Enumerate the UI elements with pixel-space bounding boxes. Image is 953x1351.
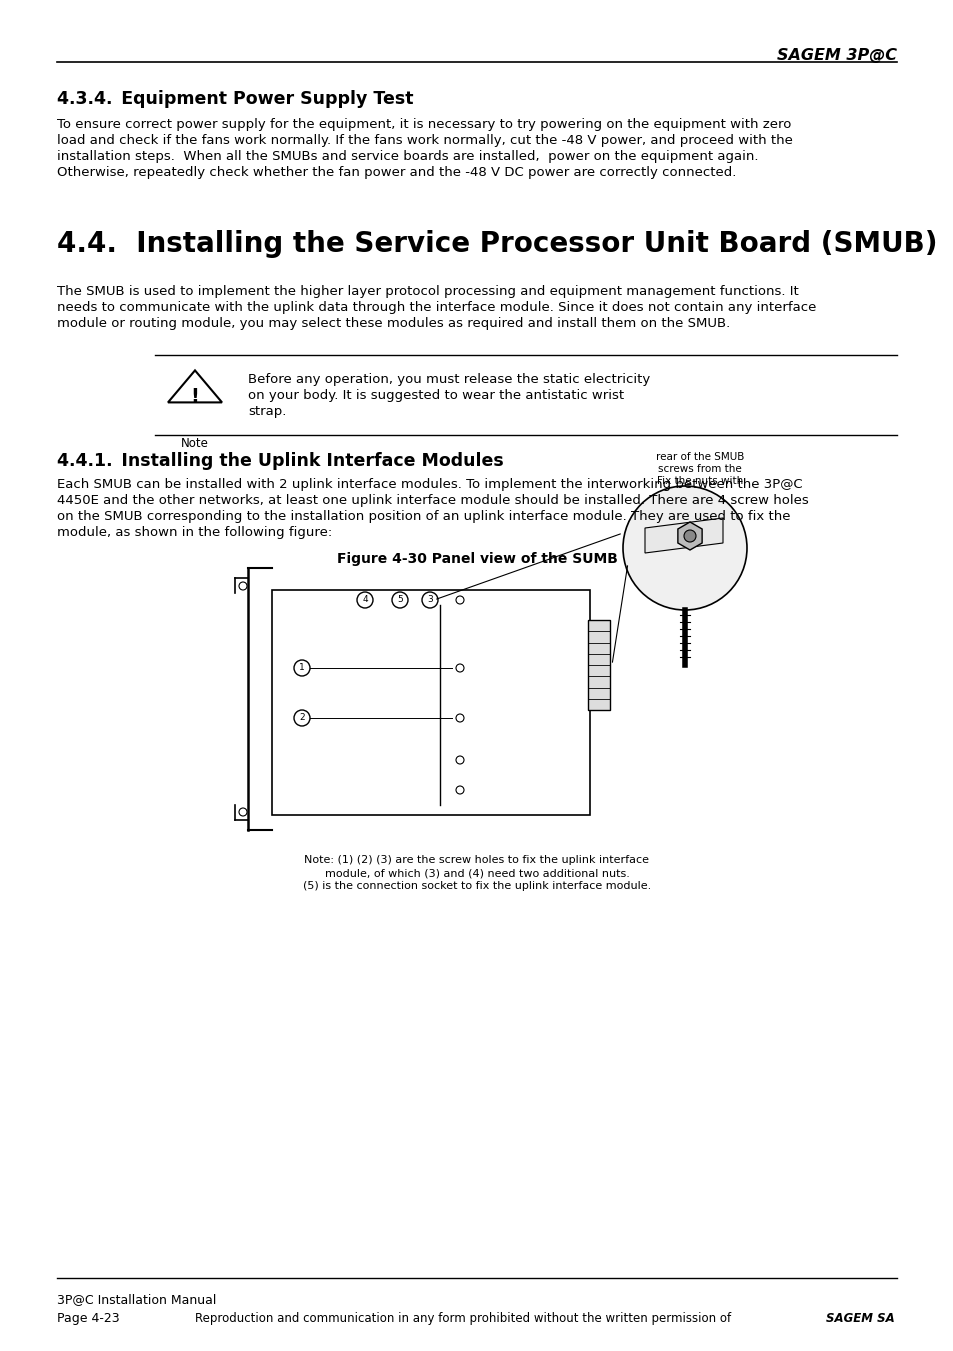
Text: 4.3.4. Equipment Power Supply Test: 4.3.4. Equipment Power Supply Test — [57, 91, 413, 108]
Text: (5) is the connection socket to fix the uplink interface module.: (5) is the connection socket to fix the … — [302, 881, 651, 892]
Text: rear of the SMUB: rear of the SMUB — [655, 453, 743, 462]
Text: To ensure correct power supply for the equipment, it is necessary to try powerin: To ensure correct power supply for the e… — [57, 118, 791, 131]
Text: Otherwise, repeatedly check whether the fan power and the -48 V DC power are cor: Otherwise, repeatedly check whether the … — [57, 166, 736, 178]
Text: Fix the nuts with: Fix the nuts with — [657, 476, 742, 486]
Text: module, of which (3) and (4) need two additional nuts.: module, of which (3) and (4) need two ad… — [324, 867, 629, 878]
Text: !: ! — [191, 386, 199, 405]
Circle shape — [683, 530, 696, 542]
Circle shape — [622, 486, 746, 611]
Text: installation steps.  When all the SMUBs and service boards are installed,  power: installation steps. When all the SMUBs a… — [57, 150, 758, 163]
Text: Before any operation, you must release the static electricity: Before any operation, you must release t… — [248, 373, 650, 386]
Text: Page 4-23: Page 4-23 — [57, 1312, 119, 1325]
Text: 3P@C Installation Manual: 3P@C Installation Manual — [57, 1293, 216, 1306]
Text: 4450E and the other networks, at least one uplink interface module should be ins: 4450E and the other networks, at least o… — [57, 494, 808, 507]
Text: 5: 5 — [396, 596, 402, 604]
Polygon shape — [644, 517, 722, 553]
Polygon shape — [587, 620, 609, 711]
Text: The SMUB is used to implement the higher layer protocol processing and equipment: The SMUB is used to implement the higher… — [57, 285, 798, 299]
Text: 4: 4 — [362, 596, 368, 604]
Text: Note: Note — [181, 436, 209, 450]
Text: 4.4.  Installing the Service Processor Unit Board (SMUB): 4.4. Installing the Service Processor Un… — [57, 230, 937, 258]
Text: 2: 2 — [299, 713, 305, 723]
Text: on the SMUB corresponding to the installation position of an uplink interface mo: on the SMUB corresponding to the install… — [57, 509, 790, 523]
Text: load and check if the fans work normally. If the fans work normally, cut the -48: load and check if the fans work normally… — [57, 134, 792, 147]
Text: module, as shown in the following figure:: module, as shown in the following figure… — [57, 526, 332, 539]
Text: 3: 3 — [427, 596, 433, 604]
Text: on your body. It is suggested to wear the antistatic wrist: on your body. It is suggested to wear th… — [248, 389, 623, 403]
Text: screws from the: screws from the — [658, 463, 741, 474]
Polygon shape — [678, 521, 701, 550]
Text: SAGEM SA: SAGEM SA — [825, 1312, 894, 1325]
Text: 1: 1 — [299, 663, 305, 673]
Text: Figure 4-30 Panel view of the SUMB: Figure 4-30 Panel view of the SUMB — [336, 553, 617, 566]
Text: Reproduction and communication in any form prohibited without the written permis: Reproduction and communication in any fo… — [194, 1312, 734, 1325]
Text: module or routing module, you may select these modules as required and install t: module or routing module, you may select… — [57, 317, 729, 330]
Text: strap.: strap. — [248, 405, 286, 417]
Text: Each SMUB can be installed with 2 uplink interface modules. To implement the int: Each SMUB can be installed with 2 uplink… — [57, 478, 801, 490]
Text: Note: (1) (2) (3) are the screw holes to fix the uplink interface: Note: (1) (2) (3) are the screw holes to… — [304, 855, 649, 865]
Text: SAGEM 3P@C: SAGEM 3P@C — [776, 49, 896, 63]
Text: 4.4.1. Installing the Uplink Interface Modules: 4.4.1. Installing the Uplink Interface M… — [57, 453, 503, 470]
Text: needs to communicate with the uplink data through the interface module. Since it: needs to communicate with the uplink dat… — [57, 301, 816, 313]
